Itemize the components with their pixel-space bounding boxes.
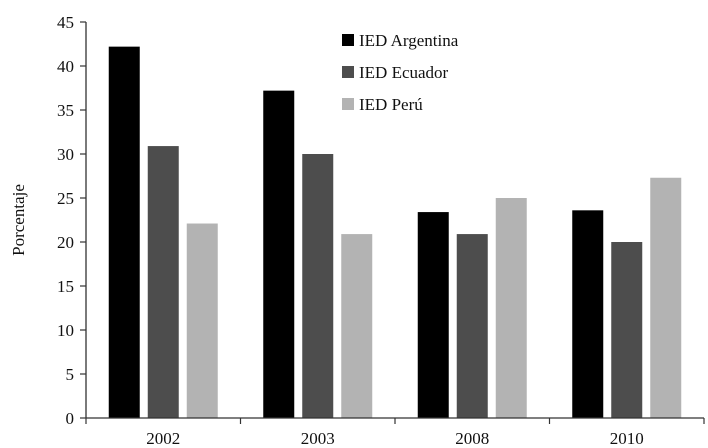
bar-ied-per--2003 xyxy=(341,234,373,418)
x-tick-label: 2003 xyxy=(301,429,335,448)
y-tick-label: 20 xyxy=(57,233,74,252)
legend-swatch xyxy=(342,34,354,46)
y-tick-label: 35 xyxy=(57,101,74,120)
bar-ied-argentina-2010 xyxy=(572,210,604,418)
bar-ied-per--2002 xyxy=(186,223,218,418)
y-tick-label: 45 xyxy=(57,13,74,32)
bar-ied-argentina-2002 xyxy=(108,46,140,418)
legend: IED Argentina IED Ecuador IED Perú xyxy=(342,31,459,114)
bar-ied-per--2008 xyxy=(495,198,527,418)
y-tick-label: 15 xyxy=(57,277,74,296)
y-tick-label: 10 xyxy=(57,321,74,340)
x-tick-label: 2002 xyxy=(146,429,180,448)
legend-label: IED Ecuador xyxy=(359,63,449,82)
bar-ied-ecuador-2008 xyxy=(456,234,488,418)
bar-ied-argentina-2008 xyxy=(417,212,449,418)
y-tick-label: 0 xyxy=(66,409,75,428)
x-tick-label: 2008 xyxy=(455,429,489,448)
bar-ied-ecuador-2010 xyxy=(611,242,643,418)
x-tick-label: 2010 xyxy=(610,429,644,448)
y-tick-label: 30 xyxy=(57,145,74,164)
y-tick-label: 40 xyxy=(57,57,74,76)
bar-ied-ecuador-2003 xyxy=(302,154,334,418)
y-axis-title: Porcentaje xyxy=(9,184,28,256)
y-tick-label: 5 xyxy=(66,365,75,384)
bar-ied-ecuador-2002 xyxy=(147,146,179,418)
legend-label: IED Perú xyxy=(359,95,423,114)
bars-layer xyxy=(108,46,682,418)
legend-swatch xyxy=(342,66,354,78)
legend-swatch xyxy=(342,98,354,110)
bar-ied-per--2010 xyxy=(650,177,682,418)
x-ticks: 2002 2003 2008 2010 xyxy=(85,418,705,448)
bar-ied-argentina-2003 xyxy=(263,90,295,418)
y-ticks: 0 5 10 15 20 25 30 35 40 45 xyxy=(57,13,86,428)
y-tick-label: 25 xyxy=(57,189,74,208)
legend-label: IED Argentina xyxy=(359,31,459,50)
